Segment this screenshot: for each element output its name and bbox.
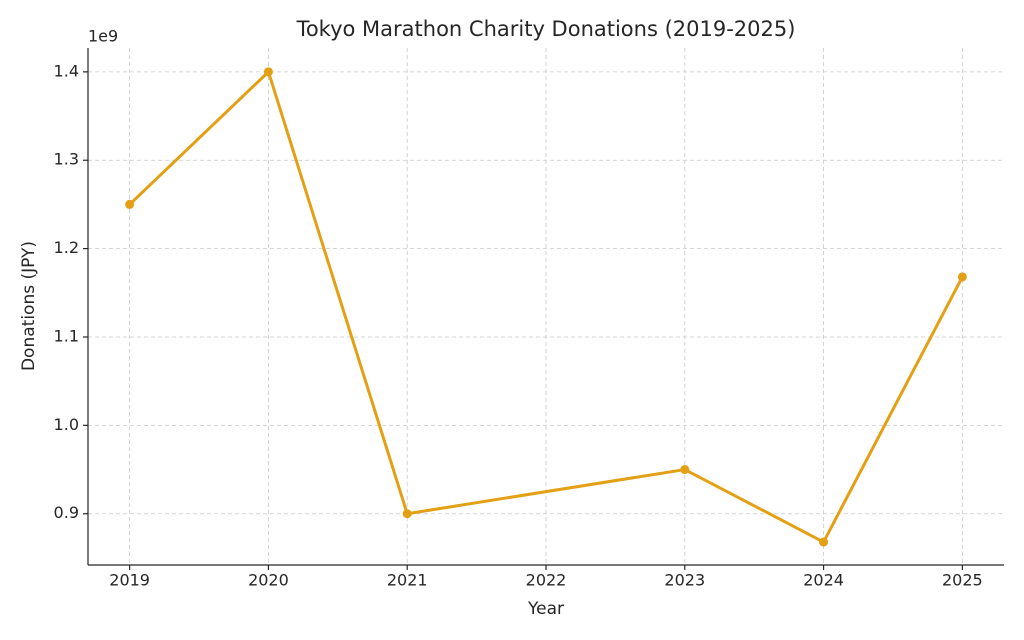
y-tick-label: 1.4 (54, 61, 79, 80)
data-point (402, 509, 412, 519)
x-tick-label: 2020 (248, 571, 289, 590)
x-tick-label: 2025 (942, 571, 983, 590)
y-tick-label: 1.0 (54, 415, 79, 434)
x-tick-label: 2019 (109, 571, 150, 590)
data-point (125, 199, 135, 209)
y-offset-label: 1e9 (88, 27, 118, 46)
y-axis-label: Donations (JPY) (19, 241, 39, 371)
chart-title: Tokyo Marathon Charity Donations (2019-2… (296, 17, 796, 41)
data-point (263, 67, 273, 77)
y-tick-label: 1.3 (54, 150, 79, 169)
y-tick-label: 1.1 (54, 326, 79, 345)
x-tick-label: 2022 (526, 571, 567, 590)
data-point (680, 465, 690, 475)
data-line (128, 70, 964, 544)
data-point (819, 537, 829, 547)
data-point (957, 272, 967, 282)
x-tick-label: 2023 (664, 571, 705, 590)
x-axis-label: Year (527, 599, 564, 619)
y-tick-label: 1.2 (54, 238, 79, 257)
x-tick-label: 2021 (387, 571, 428, 590)
x-tick-label: 2024 (803, 571, 844, 590)
y-tick-label: 0.9 (54, 503, 79, 522)
